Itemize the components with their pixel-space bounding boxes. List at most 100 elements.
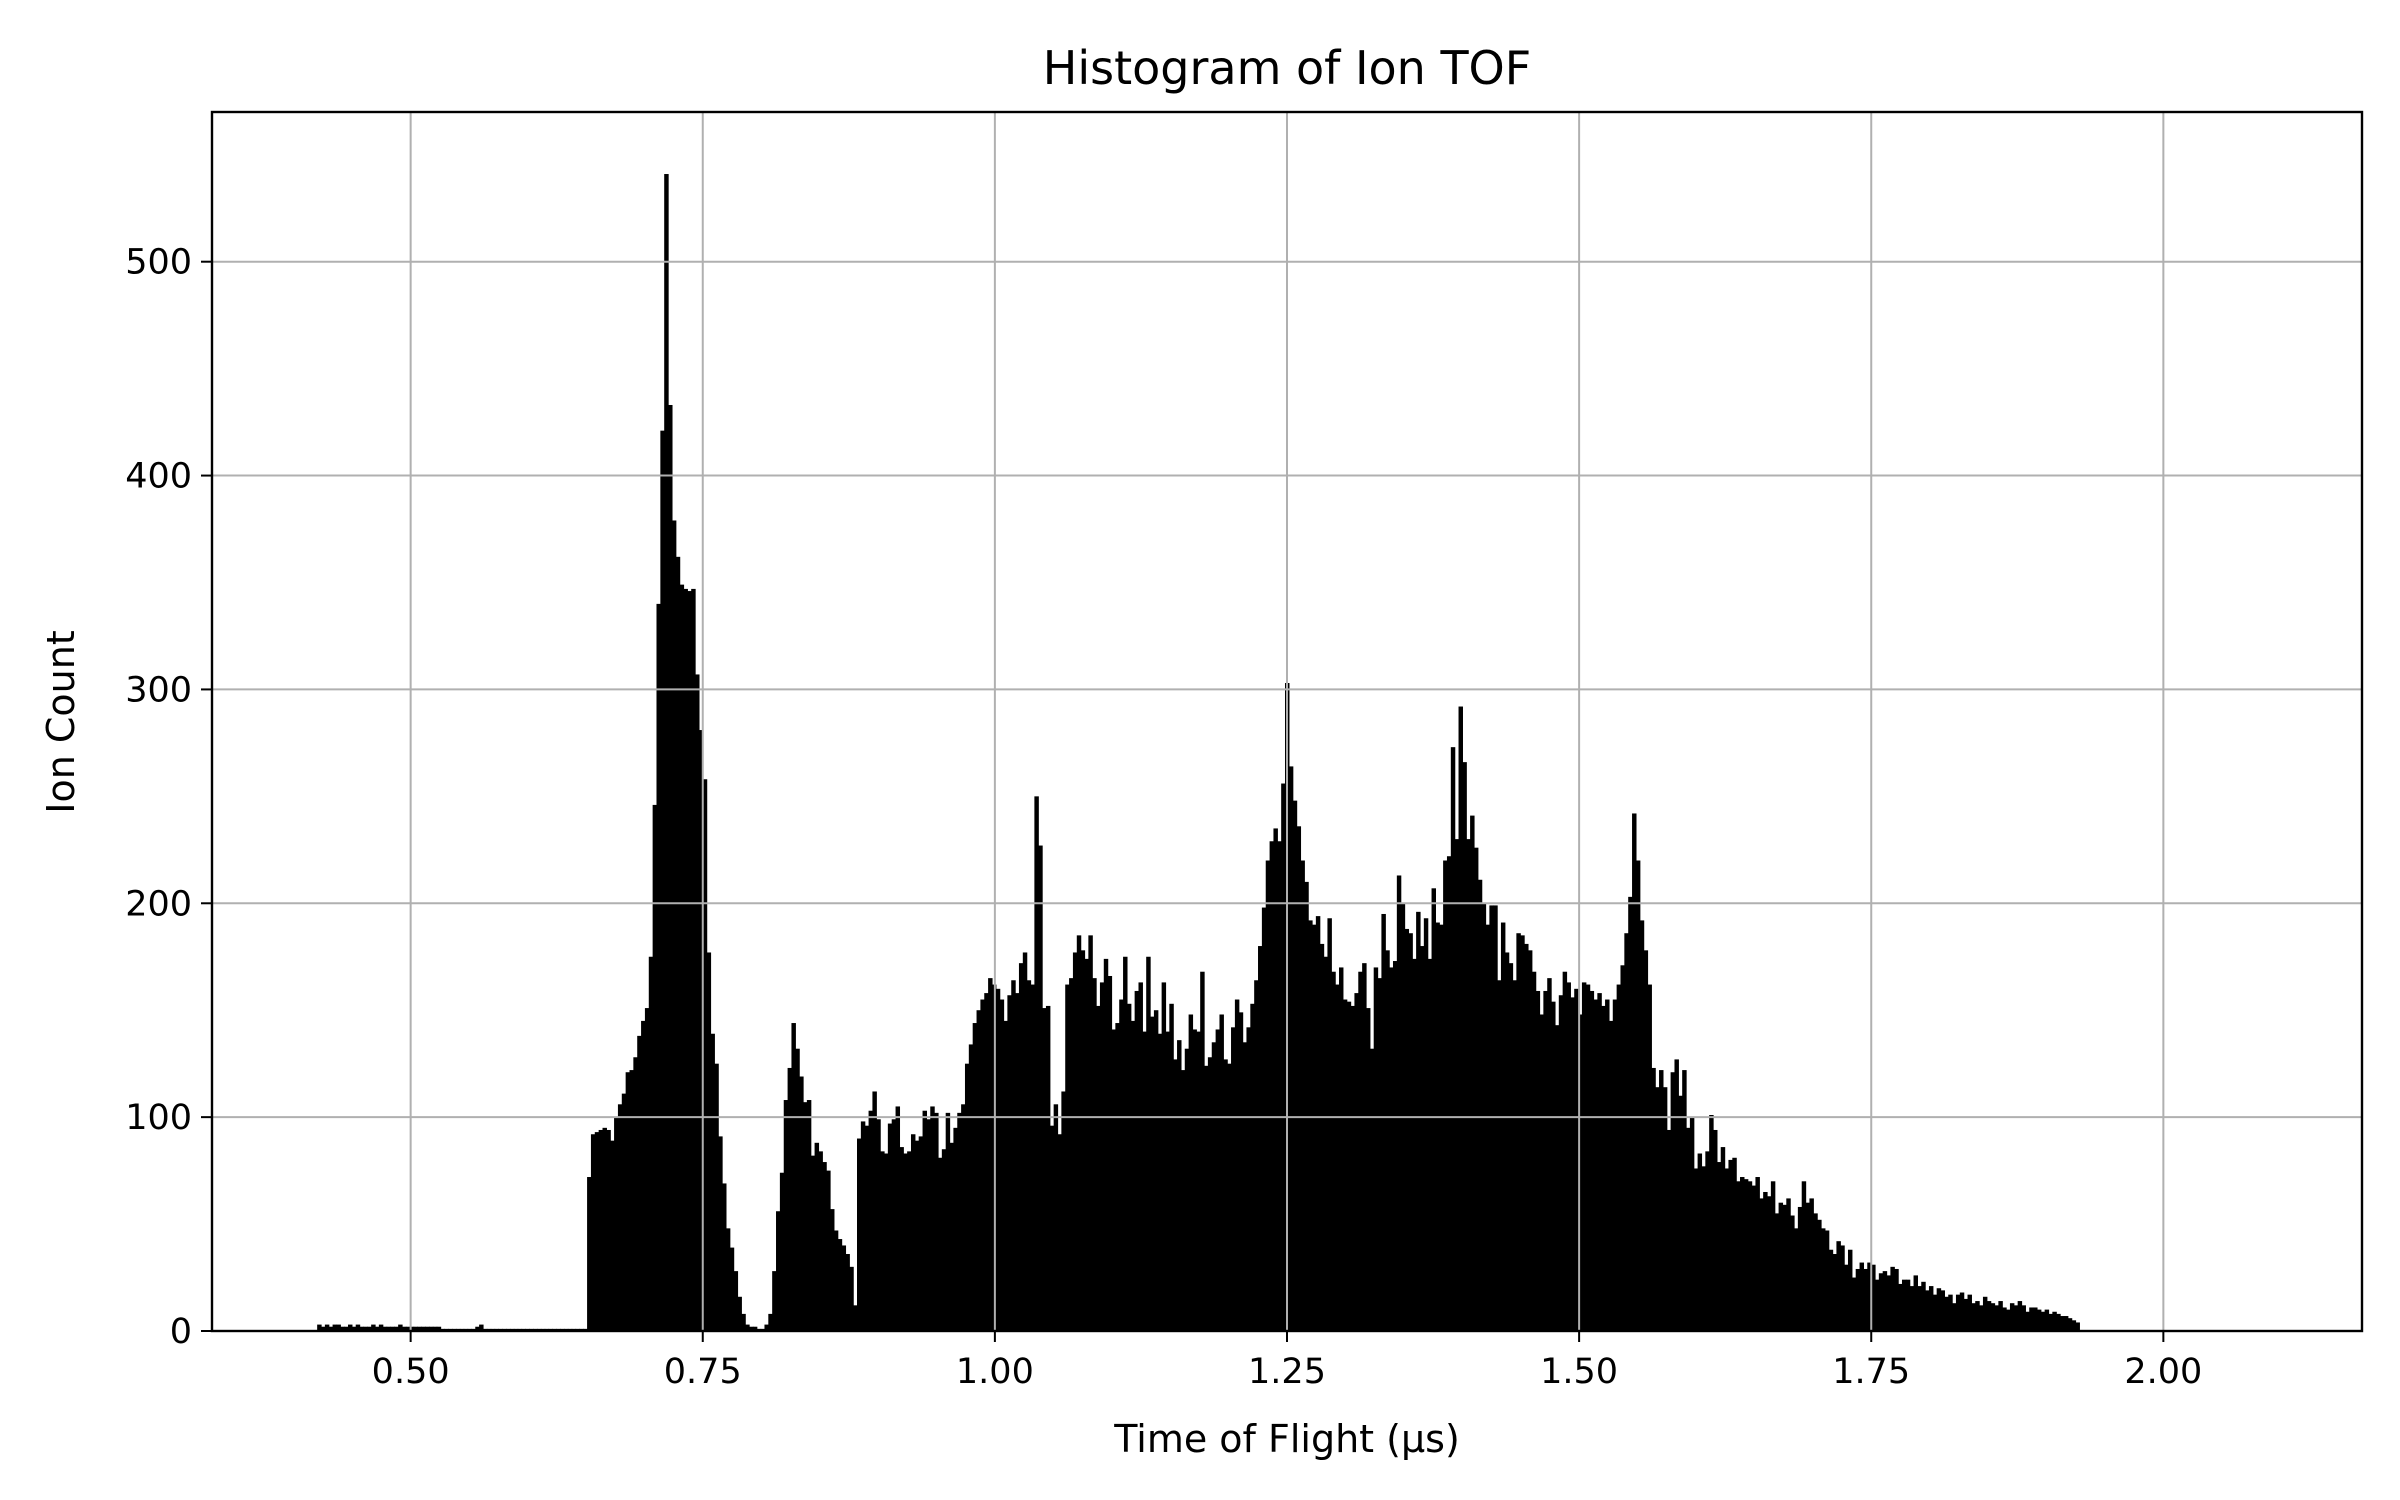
histogram-bar [1242, 1042, 1248, 1331]
histogram-bar [1874, 1279, 1880, 1331]
histogram-bar [1527, 950, 1533, 1331]
histogram-bar [1423, 918, 1429, 1331]
histogram-bar [687, 591, 692, 1331]
chart-title: Histogram of Ion TOF [1043, 41, 1531, 95]
histogram-bar [1659, 1070, 1664, 1331]
histogram-bar [617, 1104, 623, 1331]
histogram-bar [1520, 935, 1525, 1331]
histogram-bar [934, 1112, 939, 1331]
histogram-bar [764, 1324, 769, 1331]
histogram-bar [1554, 1025, 1560, 1331]
histogram-bar [375, 1326, 380, 1331]
histogram-bar [1670, 1072, 1676, 1331]
histogram-bar [818, 1151, 823, 1331]
histogram-bar [1107, 975, 1113, 1331]
histogram-bar [1624, 933, 1629, 1331]
histogram-bar [891, 1119, 897, 1331]
histogram-bar [1346, 1001, 1352, 1331]
histogram-bar [1840, 1245, 1845, 1331]
histogram-bar [1982, 1296, 1988, 1331]
histogram-bar [606, 1129, 611, 1331]
histogram-bar [625, 1072, 631, 1331]
histogram-bar [1003, 1020, 1008, 1331]
histogram-bar [1878, 1273, 1884, 1331]
histogram-bar [1173, 1059, 1178, 1331]
histogram-bar [1045, 1005, 1051, 1331]
y-tick-label: 100 [125, 1098, 192, 1138]
histogram-bar [1709, 1115, 1714, 1331]
histogram-bar [1473, 847, 1479, 1331]
histogram-bar [1797, 1206, 1803, 1331]
histogram-bar [2033, 1307, 2038, 1331]
histogram-bar [1450, 747, 1456, 1331]
histogram-bar [1157, 1033, 1163, 1331]
histogram-bar [899, 1147, 904, 1331]
histogram-bar [1061, 1091, 1066, 1331]
histogram-bar [1126, 1003, 1132, 1331]
histogram-bar [1678, 1095, 1683, 1331]
histogram-bar [1030, 984, 1035, 1331]
histogram-bar [1886, 1275, 1892, 1331]
histogram-bar [390, 1326, 395, 1331]
histogram-bar [887, 1123, 893, 1331]
histogram-bar [1223, 1059, 1228, 1331]
histogram-bar [602, 1127, 607, 1331]
histogram-bar [610, 1140, 615, 1331]
histogram-bar [664, 174, 669, 1331]
histogram-bar [1955, 1294, 1961, 1331]
histogram-bar [957, 1112, 962, 1331]
histogram-bar [479, 1324, 484, 1331]
histogram-bar [1901, 1279, 1907, 1331]
histogram-bar [1867, 1262, 1872, 1331]
histogram-bar [749, 1326, 754, 1331]
histogram-bar [590, 1134, 596, 1331]
histogram-bar [328, 1326, 334, 1331]
histogram-bar [1342, 999, 1348, 1331]
histogram-bar [1138, 982, 1143, 1331]
histogram-bar [2067, 1318, 2073, 1331]
histogram-bar [995, 988, 1001, 1331]
histogram-bar [1315, 916, 1321, 1331]
histogram-bar [1979, 1305, 1984, 1331]
histogram-bar [382, 1326, 388, 1331]
histogram-bar [1458, 706, 1463, 1331]
histogram-bar [1412, 958, 1417, 1331]
histogram-bar [1743, 1179, 1749, 1331]
histogram-bar [1153, 1010, 1159, 1331]
histogram-bar [1736, 1181, 1741, 1331]
histogram-bar [698, 730, 704, 1331]
histogram-bar [841, 1245, 847, 1331]
histogram-bar [1134, 990, 1140, 1331]
histogram-bar [1871, 1264, 1876, 1331]
histogram-bar [1882, 1271, 1888, 1331]
histogram-bar [1986, 1301, 1992, 1331]
histogram-bar [1597, 993, 1602, 1331]
histogram-bar [1813, 1213, 1818, 1331]
histogram-bar [1647, 984, 1652, 1331]
histogram-bar [1790, 1215, 1795, 1331]
histogram-bar [1150, 1016, 1155, 1331]
histogram-bar [945, 1112, 951, 1331]
histogram-bar [344, 1326, 349, 1331]
histogram-bar [914, 1140, 920, 1331]
histogram-bar [1948, 1294, 1953, 1331]
histogram-bar [1805, 1202, 1811, 1331]
histogram-bar [1377, 978, 1383, 1331]
histogram-bar [1489, 905, 1494, 1331]
histogram-bar [1959, 1292, 1965, 1331]
histogram-bar [725, 1228, 731, 1331]
histogram-bar [1327, 918, 1332, 1331]
histogram-bar [1119, 999, 1124, 1331]
histogram-bar [1925, 1290, 1930, 1331]
histogram-bar [714, 1063, 719, 1331]
histogram-bar [386, 1326, 392, 1331]
histogram-bar [1103, 958, 1109, 1331]
histogram-bar [1851, 1277, 1857, 1331]
histogram-bar [436, 1326, 442, 1331]
histogram-bar [668, 404, 673, 1331]
histogram-bar [2060, 1316, 2065, 1331]
histogram-bar [1666, 1129, 1672, 1331]
histogram-bar [1188, 1014, 1194, 1331]
histogram-bar [1828, 1249, 1834, 1331]
histogram-bar [1015, 993, 1020, 1331]
